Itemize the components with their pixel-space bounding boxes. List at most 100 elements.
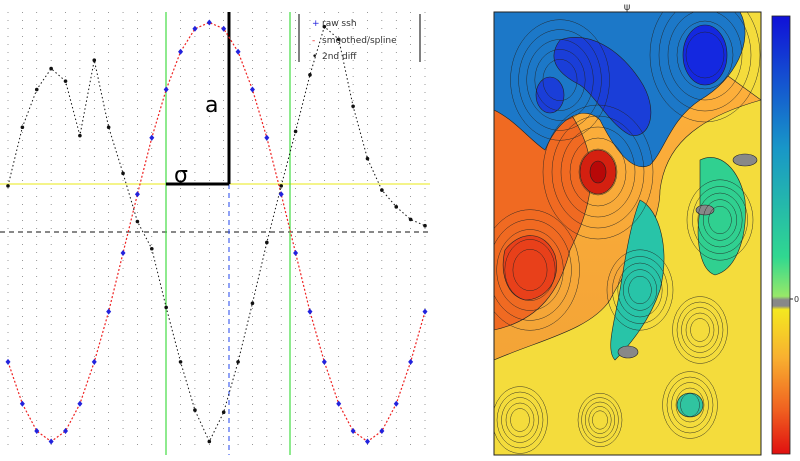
- raw-ssh-point: [63, 428, 69, 435]
- legend-marker-smooth: -: [312, 36, 315, 46]
- second-diff-point: [351, 104, 355, 109]
- contour-line: [685, 312, 715, 348]
- annotation-sigma: σ: [174, 163, 188, 188]
- contour-line: [581, 397, 619, 443]
- grey-patch-1: [617, 345, 639, 359]
- second-diff-point: [336, 37, 341, 42]
- heatmap-frame: [493, 11, 762, 456]
- colorbar-zero-label: 0: [794, 295, 799, 304]
- contour-line: [672, 296, 728, 364]
- raw-ssh-point: [163, 86, 169, 93]
- contour-line: [680, 393, 700, 417]
- second-diff-point: [365, 156, 370, 161]
- raw-ssh-point: [264, 134, 270, 141]
- contour-line: [658, 12, 752, 112]
- second-diff-point: [135, 219, 140, 224]
- green-eddy-bottom: [676, 392, 704, 418]
- second-diff-point: [265, 240, 269, 245]
- contour-line: [628, 275, 652, 305]
- raw-ssh-point: [235, 48, 241, 55]
- raw-ssh-point: [408, 358, 414, 365]
- contour-line: [612, 256, 668, 324]
- contour-line: [702, 199, 738, 241]
- contour-line: [551, 115, 645, 229]
- raw-ssh-point: [278, 191, 284, 198]
- contour-line: [526, 39, 594, 121]
- contour-line: [505, 402, 535, 438]
- contour-line: [686, 179, 754, 261]
- contour-line: [504, 239, 556, 301]
- raw-ssh-point: [422, 308, 428, 315]
- contour-line: [675, 387, 705, 423]
- psi-heatmap-panel: ψ 0: [493, 2, 799, 456]
- contour-line: [649, 12, 761, 123]
- legend-marker-diff: •: [312, 52, 317, 62]
- contour-line: [676, 301, 724, 359]
- raw-ssh-point: [34, 428, 40, 435]
- red-hotspot-inner: [589, 160, 607, 184]
- contour-line: [681, 307, 719, 353]
- second-diff-point: [193, 408, 197, 412]
- raw-ssh-point: [5, 358, 11, 365]
- legend-diff-label: 2nd diff: [322, 52, 357, 62]
- second-diff-point: [63, 79, 68, 83]
- contour-lines: [494, 12, 761, 454]
- grey-patch-2: [695, 204, 715, 216]
- second-diff-point: [293, 129, 298, 134]
- contour-line: [622, 269, 658, 311]
- contour-line: [606, 249, 674, 331]
- series-layer: [5, 19, 428, 445]
- raw-ssh-point: [120, 249, 126, 256]
- raw-ssh-point: [206, 19, 212, 26]
- contour-line: [494, 209, 580, 331]
- contour-line: [578, 148, 618, 196]
- raw-ssh-point: [364, 438, 370, 445]
- contour-line: [676, 20, 734, 90]
- raw-ssh-point: [221, 25, 227, 32]
- legend-smooth-label: smoothed/spline: [322, 36, 397, 46]
- contour-line: [510, 408, 530, 432]
- blue-eddy-left: [535, 76, 565, 114]
- second-diff-point: [20, 125, 25, 130]
- legend: + raw ssh - smoothed/spline • 2nd diff: [298, 14, 421, 62]
- raw-ssh-point: [321, 358, 327, 365]
- contour-line: [518, 29, 602, 131]
- raw-ssh-point: [134, 191, 140, 198]
- raw-ssh-point: [393, 400, 399, 407]
- second-diff-point: [6, 184, 10, 188]
- legend-raw-label: raw ssh: [322, 19, 357, 29]
- second-diff-point: [164, 305, 168, 310]
- raw-ssh-point: [249, 86, 255, 93]
- raw-ssh-point: [178, 48, 184, 55]
- raw-ssh-point: [336, 400, 342, 407]
- colorbar: [771, 15, 791, 455]
- contour-line: [512, 249, 548, 291]
- second-diff-point: [380, 188, 384, 192]
- raw-ssh-point: [91, 358, 97, 365]
- second-diff-point: [149, 246, 154, 251]
- second-diff-point: [279, 184, 284, 188]
- second-diff-point: [394, 205, 399, 209]
- second-diff-point: [78, 133, 82, 138]
- contour-line: [496, 391, 544, 449]
- contour-line: [667, 12, 743, 101]
- second-diff-point: [308, 73, 312, 77]
- contour-line: [542, 59, 578, 101]
- smoothed-spline-line: [7, 21, 426, 443]
- second-diff-point: [236, 360, 240, 364]
- contour-line: [496, 229, 564, 311]
- raw-ssh-point: [149, 134, 155, 141]
- second-diff-point: [408, 217, 413, 222]
- second-diff-point: [34, 87, 39, 92]
- second-diff-point: [92, 58, 97, 62]
- legend-marker-raw: +: [312, 19, 320, 29]
- contour-line: [708, 205, 732, 235]
- raw-ssh-point: [77, 400, 83, 407]
- psi-field: [494, 12, 761, 455]
- second-diff-point: [121, 171, 125, 176]
- second-diff-point: [178, 360, 183, 364]
- raw-ssh-point: [19, 400, 25, 407]
- second-diff-point: [221, 410, 226, 414]
- contour-line: [697, 192, 743, 248]
- raw-ssh-point: [106, 308, 112, 315]
